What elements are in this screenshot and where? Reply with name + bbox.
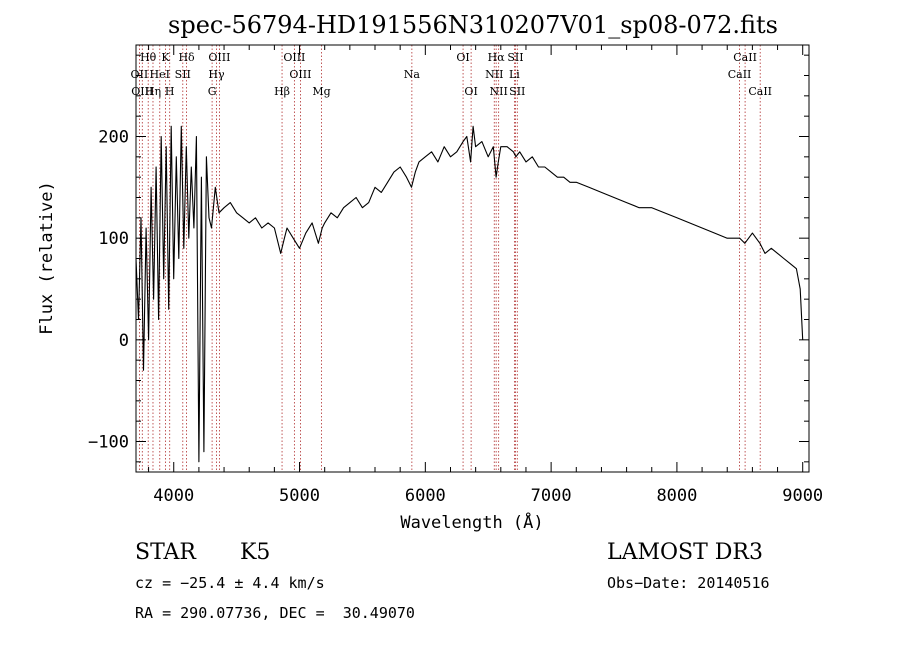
spectral-line-label: SII — [507, 51, 523, 64]
x-tick-label: 4000 — [153, 486, 194, 506]
spectral-line-label: OIII — [283, 51, 305, 64]
spectral-line-label: Hη — [145, 85, 161, 98]
x-tick-label: 7000 — [531, 486, 572, 506]
observation-date: Obs−Date: 20140516 — [607, 574, 770, 592]
y-tick-label: −100 — [88, 433, 129, 453]
object-class: STAR — [135, 540, 196, 565]
x-tick-label: 5000 — [279, 486, 320, 506]
chart-title: spec-56794-HD191556N310207V01_sp08-072.f… — [168, 11, 778, 39]
spectral-line-label: Na — [404, 68, 421, 81]
y-tick-label: 200 — [98, 128, 129, 148]
spectral-line-label: NII — [490, 85, 508, 98]
spectral-line-label: CaII — [733, 51, 757, 64]
x-axis-ticks: 4000 5000 6000 7000 8000 9000 — [148, 45, 823, 506]
spectral-line-label: SII — [509, 85, 525, 98]
survey-name: LAMOST DR3 — [607, 540, 763, 565]
y-tick-label: 100 — [98, 229, 129, 249]
spectral-line-label: Hθ — [140, 51, 157, 64]
spectral-line-label: CaII — [748, 85, 772, 98]
spectral-line-label: OIII — [131, 85, 153, 98]
spectral-line-label: Li — [509, 68, 520, 81]
spectral-line-label: OII — [131, 68, 149, 81]
spectral-line-label: K — [161, 51, 170, 64]
coordinates: RA = 290.07736, DEC = 30.49070 — [135, 604, 415, 622]
spectral-line-label: Hγ — [208, 68, 225, 81]
x-axis-label: Wavelength (Å) — [400, 511, 543, 533]
spectral-line-label: Hδ — [178, 51, 195, 64]
spectral-line-label: Mg — [312, 85, 330, 98]
spectral-line-label: NII — [485, 68, 503, 81]
x-tick-label: 8000 — [656, 486, 697, 506]
spectral-line-label: G — [208, 85, 217, 98]
spectrum-line — [135, 125, 804, 463]
spectral-line-markers — [138, 45, 761, 472]
spectral-line-label: CaII — [728, 68, 752, 81]
object-subclass: K5 — [240, 540, 271, 565]
x-tick-label: 6000 — [405, 486, 446, 506]
spectral-line-label: H — [165, 85, 175, 98]
x-tick-label: 9000 — [782, 486, 823, 506]
y-axis-ticks: −100 0 100 200 — [88, 54, 809, 463]
spectral-line-label: OI — [456, 51, 469, 64]
spectral-line-label: OIII — [208, 51, 230, 64]
y-axis-label: Flux (relative) — [37, 181, 57, 335]
spectral-line-label: Hβ — [274, 85, 290, 98]
spectral-line-label: OIII — [289, 68, 311, 81]
redshift-cz: cz = −25.4 ± 4.4 km/s — [135, 574, 325, 592]
spectral-line-label: SII — [175, 68, 191, 81]
spectral-line-label: HeI — [150, 68, 170, 81]
spectral-line-label: OI — [464, 85, 477, 98]
y-tick-label: 0 — [119, 331, 129, 351]
spectral-line-label: Hα — [488, 51, 506, 64]
plot-frame — [135, 44, 810, 473]
